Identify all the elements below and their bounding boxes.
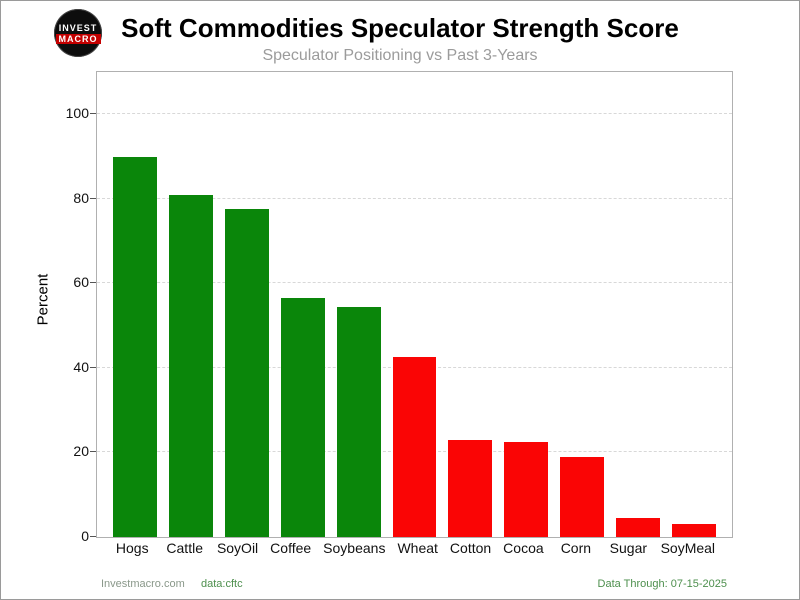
footer: Investmacro.com data:cftc Data Through: …	[1, 578, 799, 592]
bar-slot	[113, 156, 157, 537]
y-tick-label: 0	[41, 527, 96, 545]
footer-data-through: Data Through: 07-15-2025	[597, 578, 727, 590]
gridline	[97, 282, 732, 284]
bar-coffee	[280, 298, 325, 537]
bar-wheat	[392, 357, 437, 537]
plot-area	[96, 71, 733, 538]
y-axis-ticks: 0 20 40 60 80 100	[41, 71, 96, 544]
x-tick-label: Hogs	[115, 540, 149, 556]
x-tick-label: Corn	[560, 540, 592, 556]
bar-slot	[672, 524, 716, 537]
footer-site-text: Investmacro.com	[101, 578, 185, 590]
bar-slot	[392, 357, 437, 537]
x-axis-labels: Hogs Cattle SoyOil Coffee Soybeans Wheat Cotto…	[96, 540, 731, 556]
bar-soyoil	[224, 209, 269, 537]
bar-soybeans	[336, 306, 381, 537]
x-tick-label: Wheat	[397, 540, 438, 556]
y-tick-label: 80	[41, 189, 96, 207]
x-tick-label: Soybeans	[323, 540, 386, 556]
bar-corn	[560, 456, 605, 537]
x-tick-label: Sugar	[609, 540, 648, 556]
bar-soymeal	[672, 524, 716, 537]
bar-slot	[504, 441, 549, 537]
bar-slot	[616, 517, 661, 537]
chart-subtitle: Speculator Positioning vs Past 3-Years	[262, 47, 538, 64]
bar-slot	[168, 194, 213, 537]
gridline	[97, 113, 732, 115]
x-tick-label: Cotton	[449, 540, 492, 556]
bar-slot	[336, 306, 381, 537]
investmacro-logo: INVEST MACRO	[54, 9, 102, 57]
x-tick-label: SoyOil	[216, 540, 259, 556]
logo-text-invest: INVEST	[58, 22, 98, 33]
y-tick-label: 20	[41, 442, 96, 460]
x-tick-label: SoyMeal	[660, 540, 716, 556]
bar-slot	[448, 439, 493, 537]
bar-cattle	[168, 194, 213, 537]
x-tick-label: Cattle	[166, 540, 203, 556]
x-tick-label: Coffee	[270, 540, 312, 556]
bar-slot	[560, 456, 605, 537]
bars-container	[97, 72, 732, 537]
bar-hogs	[113, 156, 157, 537]
logo-text-macro: MACRO	[55, 33, 101, 44]
y-tick-label: 40	[41, 358, 96, 376]
gridline	[97, 197, 732, 199]
bar-slot	[224, 209, 269, 537]
bar-cotton	[448, 439, 493, 537]
bar-cocoa	[504, 441, 549, 537]
y-tick-label: 60	[41, 273, 96, 291]
bar-slot	[280, 298, 325, 537]
bar-sugar	[616, 517, 661, 537]
x-tick-label: Cocoa	[503, 540, 544, 556]
y-tick-label: 100	[41, 104, 96, 122]
chart-title: Soft Commodities Speculator Strength Sco…	[121, 13, 679, 43]
footer-data-source: data:cftc	[201, 578, 243, 590]
